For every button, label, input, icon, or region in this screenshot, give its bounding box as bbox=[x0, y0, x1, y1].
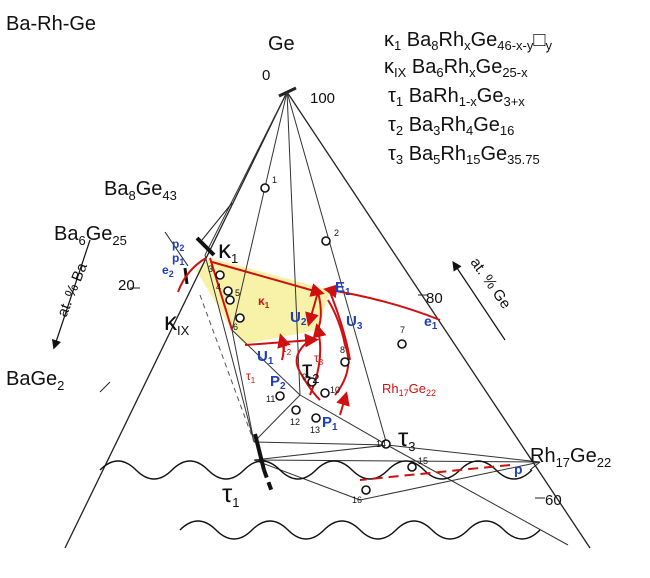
tick-ge-80: 80 bbox=[426, 290, 443, 307]
label-tau1: τ1 bbox=[222, 478, 240, 510]
sample-16 bbox=[361, 485, 371, 495]
svg-text:5: 5 bbox=[235, 288, 240, 298]
cut-line-2 bbox=[179, 520, 541, 540]
label-P1: P1 bbox=[322, 414, 338, 433]
svg-text:13: 13 bbox=[310, 425, 320, 435]
label-U3: U3 bbox=[346, 313, 363, 332]
sample-2 bbox=[321, 236, 331, 246]
label-E1: E1 bbox=[335, 279, 351, 298]
label-tau3: τ3 bbox=[398, 422, 416, 454]
legend-tau3: τ3 Ba5Rh15Ge35.75 bbox=[388, 143, 540, 167]
ba6ge25-leader bbox=[164, 231, 189, 267]
label-ba6ge25: Ba6Ge25 bbox=[54, 223, 127, 248]
p-reaction-line bbox=[359, 464, 511, 481]
red-tau3: τ3 bbox=[314, 351, 324, 367]
svg-text:16: 16 bbox=[352, 495, 362, 505]
tau1-range-dash bbox=[262, 469, 274, 493]
ba-axis-arrow bbox=[51, 239, 91, 350]
svg-text:8: 8 bbox=[340, 345, 345, 355]
sample-12 bbox=[291, 405, 301, 415]
sample-8 bbox=[340, 357, 350, 367]
label-U1: U1 bbox=[257, 348, 274, 367]
red-tau1: τ1 bbox=[246, 369, 256, 385]
bage2-leader bbox=[99, 381, 111, 393]
sample-3 bbox=[215, 270, 225, 280]
svg-text:6: 6 bbox=[233, 322, 238, 332]
axis-ge-label: at. % Ge bbox=[467, 255, 514, 313]
label-P2: P2 bbox=[270, 373, 286, 392]
sample-9 bbox=[307, 377, 317, 387]
legend-tau2: τ2 Ba3Rh4Ge16 bbox=[388, 114, 514, 138]
axis-ba-label: at. % Ba bbox=[54, 260, 91, 320]
svg-text:15: 15 bbox=[418, 456, 428, 466]
red-kappa1: κ1 bbox=[258, 294, 270, 310]
sample-11 bbox=[275, 391, 285, 401]
legend-kappaIX: κIX Ba6RhxGe25-x bbox=[384, 56, 528, 80]
sample-13 bbox=[311, 413, 321, 423]
tick-top-0: 0 bbox=[262, 67, 270, 84]
label-p1: p1 bbox=[172, 251, 184, 267]
legend-kappa1: κ1 Ba8RhxGe46-x-y□y bbox=[384, 29, 552, 53]
red-tau2: τ2 bbox=[282, 341, 292, 357]
ge-corner-label: Ge bbox=[268, 33, 295, 55]
cut-line bbox=[99, 460, 533, 480]
label-kappa1: κ1 bbox=[218, 234, 238, 266]
svg-text:12: 12 bbox=[290, 417, 300, 427]
system-title: Ba-Rh-Ge bbox=[6, 13, 96, 35]
label-e2: e2 bbox=[162, 263, 174, 279]
legend-tau1: τ1 BaRh1-xGe3+x bbox=[388, 85, 525, 109]
sample-4 bbox=[223, 286, 233, 296]
ba8ge43-leader bbox=[201, 202, 233, 241]
svg-text:7: 7 bbox=[400, 325, 405, 335]
svg-text:1: 1 bbox=[272, 175, 277, 185]
rh17ge22-leader bbox=[529, 461, 541, 471]
tick-ge-60: 60 bbox=[545, 492, 562, 509]
label-rh17ge22-red: Rh17Ge22 bbox=[382, 381, 436, 398]
sample-markers bbox=[215, 183, 417, 495]
sample-5 bbox=[225, 295, 235, 305]
sample-6 bbox=[235, 313, 245, 323]
label-kappaIX: κIX bbox=[164, 306, 190, 338]
svg-text:14: 14 bbox=[376, 439, 386, 449]
sample-10 bbox=[320, 388, 330, 398]
label-ba8ge43: Ba8Ge43 bbox=[104, 178, 177, 203]
svg-text:4: 4 bbox=[216, 282, 221, 292]
svg-text:2: 2 bbox=[334, 228, 339, 238]
sample-14 bbox=[381, 439, 391, 449]
sample-1 bbox=[260, 183, 270, 193]
sample-7 bbox=[397, 339, 407, 349]
sample-numbers: 1 2 3 4 5 6 7 8 9 10 11 12 13 14 15 16 bbox=[208, 175, 428, 505]
reaction-lines bbox=[177, 257, 441, 416]
ge-axis-arrow bbox=[452, 261, 506, 341]
label-rh17ge22: Rh17Ge22 bbox=[530, 445, 611, 470]
tau1-range bbox=[253, 433, 266, 471]
svg-text:11: 11 bbox=[266, 394, 275, 404]
dashed-tie bbox=[199, 294, 255, 443]
kappa1-range bbox=[195, 236, 216, 257]
legend: κ1 Ba8RhxGe46-x-y□y κIX Ba6RhxGe25-x τ1 … bbox=[384, 29, 552, 167]
svg-text:9: 9 bbox=[302, 372, 307, 382]
label-bage2: BaGe2 bbox=[6, 368, 64, 393]
tick-ba-20: 20 bbox=[118, 277, 135, 294]
label-p: p bbox=[514, 461, 523, 477]
svg-text:10: 10 bbox=[330, 385, 340, 395]
svg-text:3: 3 bbox=[208, 264, 213, 274]
sample-15 bbox=[407, 462, 417, 472]
tie-lines bbox=[204, 91, 569, 546]
triangle-left-edge bbox=[64, 91, 288, 549]
ge-scale-100: 100 bbox=[310, 90, 335, 107]
